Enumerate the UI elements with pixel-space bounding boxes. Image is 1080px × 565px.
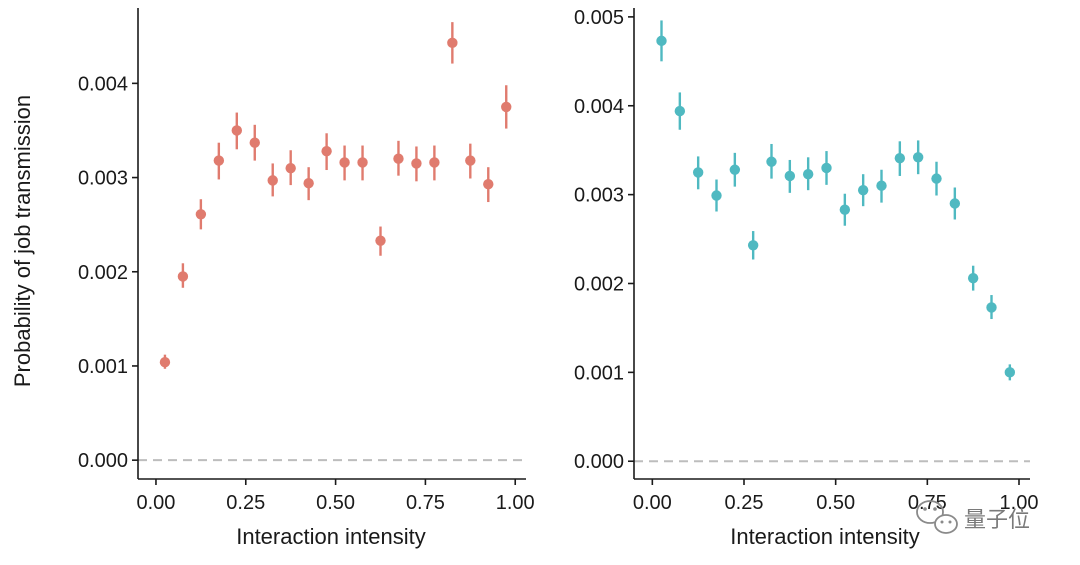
right-x-tick-label: 0.50 — [816, 492, 855, 514]
right-data-point — [711, 190, 722, 201]
left-x-tick-label: 0.25 — [226, 492, 265, 514]
left-data-point — [357, 157, 368, 168]
left-y-tick-label: 0.003 — [78, 168, 128, 190]
right-data-point — [692, 167, 704, 178]
left-data-point — [339, 157, 350, 168]
right-data-point — [839, 204, 851, 215]
left-data-point — [231, 125, 242, 136]
right-x-tick-label: 0.25 — [725, 492, 764, 514]
right-data-point — [766, 156, 777, 167]
right-data-point — [949, 198, 961, 209]
right-x-tick-label: 0.00 — [633, 492, 672, 514]
watermark: 量子位 — [916, 500, 1030, 534]
left-y-tick-label: 0.000 — [78, 450, 128, 472]
right-y-tick-label: 0.002 — [574, 273, 624, 295]
right-data-point — [857, 184, 869, 196]
right-data-point — [674, 105, 686, 117]
left-data-point — [429, 157, 440, 168]
right-data-point — [894, 152, 906, 164]
right-y-tick-label: 0.004 — [574, 96, 624, 118]
left-y-tick-label: 0.001 — [78, 356, 128, 378]
left-chart-panel: Interaction intensity 0.000 0.001 0.002 0.0… — [78, 8, 535, 549]
left-data-point — [465, 155, 476, 166]
left-y-tick-label: 0.004 — [78, 73, 128, 95]
right-data-point — [784, 170, 796, 182]
right-x-tick-label: 1.00 — [1000, 492, 1039, 514]
right-y-tick-label: 0.003 — [574, 185, 624, 207]
right-data-point — [656, 35, 667, 47]
left-data-point — [321, 145, 332, 157]
left-data-point — [303, 178, 314, 189]
right-data-point — [931, 173, 942, 184]
left-data-point — [501, 101, 512, 113]
right-data-point — [986, 302, 997, 313]
right-data-point — [912, 152, 924, 163]
left-data-point — [393, 153, 404, 164]
right-data-point — [802, 168, 814, 180]
right-data-point — [967, 272, 979, 284]
right-x-axis-title: Interaction intensity — [730, 524, 920, 549]
left-data-point — [249, 137, 260, 148]
y-axis-title: Probability of job transmission — [10, 95, 35, 387]
right-data-point — [876, 180, 887, 191]
right-y-tick-label: 0.000 — [574, 451, 624, 473]
right-data-point — [747, 240, 759, 251]
right-chart-panel: Interaction intensity 0.000 0.001 0.002 0.0… — [574, 7, 1039, 549]
left-x-axis-title: Interaction intensity — [236, 524, 426, 549]
left-x-tick-label: 0.75 — [406, 492, 445, 514]
wechat-logo-icon — [916, 500, 958, 534]
left-data-point — [213, 155, 225, 166]
watermark-text: 量子位 — [964, 508, 1030, 533]
left-x-tick-label: 1.00 — [496, 492, 535, 514]
left-x-tick-label: 0.50 — [316, 492, 355, 514]
left-data-point — [285, 162, 296, 174]
left-data-point — [483, 178, 494, 190]
right-data-point — [1004, 367, 1016, 378]
right-y-tick-label: 0.001 — [574, 362, 624, 384]
right-data-point — [729, 164, 741, 175]
left-x-tick-label: 0.00 — [136, 492, 175, 514]
left-data-point — [411, 158, 422, 169]
right-y-tick-label: 0.005 — [574, 7, 624, 29]
left-data-point — [159, 356, 171, 368]
left-data-point — [177, 271, 189, 282]
left-data-point — [267, 175, 278, 186]
right-x-tick-label: 0.75 — [908, 492, 947, 514]
right-data-point — [821, 162, 832, 174]
left-y-tick-label: 0.002 — [78, 262, 128, 284]
left-data-point — [195, 209, 207, 220]
left-data-point — [375, 235, 386, 246]
left-data-point — [447, 37, 458, 49]
